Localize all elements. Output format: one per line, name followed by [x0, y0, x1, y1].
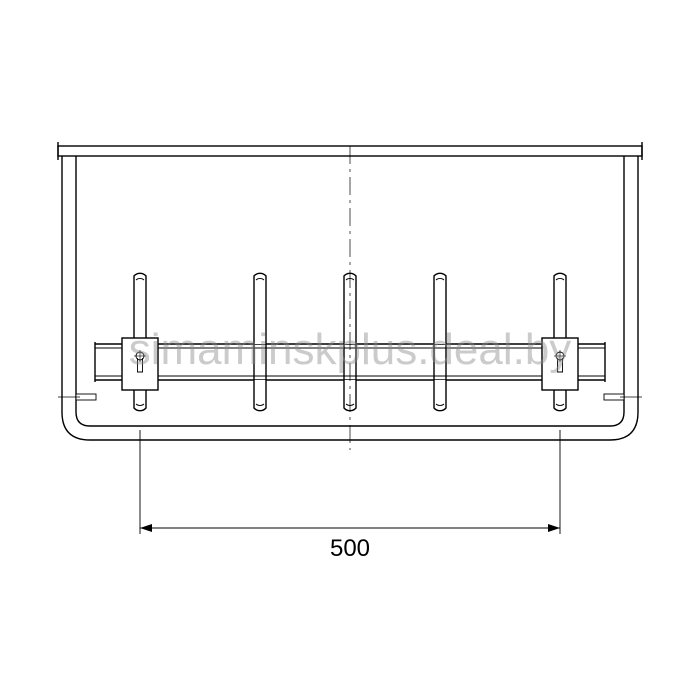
dimension-value: 500 — [330, 535, 370, 562]
technical-drawing: 500 — [0, 0, 700, 700]
